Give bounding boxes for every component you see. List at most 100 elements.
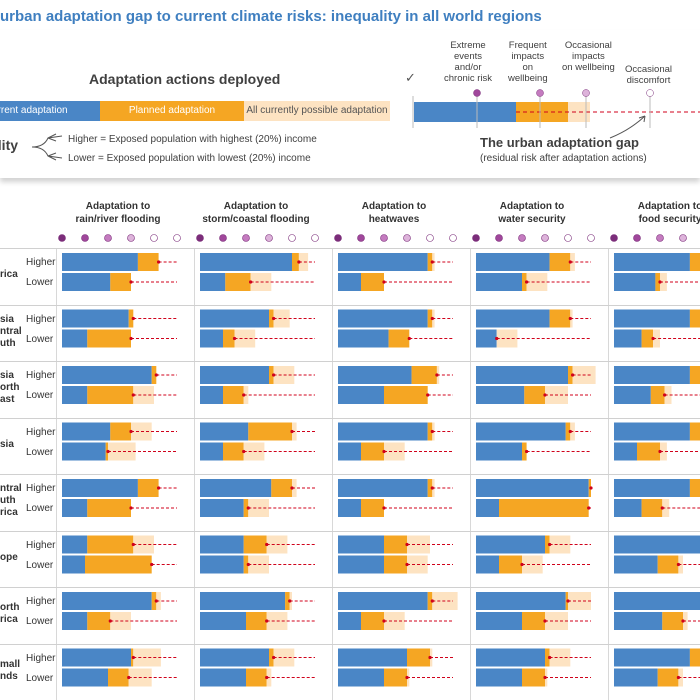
bar-current-adaptation xyxy=(62,592,152,610)
gap-subtitle: (residual risk after adaptation actions) xyxy=(480,153,647,164)
bar-current-adaptation xyxy=(476,366,568,384)
bar-planned-adaptation xyxy=(657,668,679,687)
bar-planned-adaptation xyxy=(689,648,700,667)
column-title-rain-river-flooding: Adaptation to rain/river flooding xyxy=(75,201,161,225)
risk-scale-dot xyxy=(679,234,687,242)
bar-planned-adaptation xyxy=(427,592,433,610)
bar-planned-adaptation xyxy=(384,668,407,687)
gap-pointer-arrowhead xyxy=(638,115,646,123)
bar-planned-adaptation xyxy=(248,422,292,441)
bar-current-adaptation xyxy=(476,422,566,441)
bar-planned-adaptation xyxy=(388,329,410,348)
bar-current-adaptation xyxy=(200,422,249,441)
bar-gap-marker xyxy=(435,373,439,377)
income-row-label-lower: Lower xyxy=(26,559,54,571)
bar-current-adaptation xyxy=(62,329,88,348)
bar-gap-marker xyxy=(566,599,570,603)
bar-current-adaptation xyxy=(200,535,244,554)
legend-example-current xyxy=(414,102,516,122)
risk-scale-dot xyxy=(288,234,296,242)
region-separator xyxy=(0,417,700,419)
bar-current-adaptation xyxy=(614,479,690,497)
bar-gap-marker xyxy=(658,280,662,284)
risk-scale-dot xyxy=(449,234,457,242)
bar-gap-marker xyxy=(157,486,161,490)
bar-possible-adaptation xyxy=(664,386,672,404)
bar-planned-adaptation xyxy=(361,273,384,291)
bar-gap-marker xyxy=(129,336,133,341)
bar-possible-adaptation xyxy=(273,309,290,328)
income-row-label-lower: Lower xyxy=(26,277,54,288)
bar-planned-adaptation xyxy=(384,555,407,574)
bar-current-adaptation xyxy=(476,442,522,461)
bar-gap-marker xyxy=(150,562,154,567)
bar-planned-adaptation xyxy=(87,386,134,404)
bar-current-adaptation xyxy=(200,555,244,574)
bar-current-adaptation xyxy=(614,555,658,574)
bar-gap-marker xyxy=(543,675,547,680)
bar-gap-marker xyxy=(571,373,575,377)
risk-level-dot xyxy=(473,89,481,97)
income-row-label-lower: Lower xyxy=(26,616,54,627)
bar-planned-adaptation xyxy=(137,479,159,497)
bar-planned-adaptation xyxy=(637,442,660,461)
region-separator xyxy=(0,587,700,588)
bar-planned-adaptation xyxy=(85,555,152,574)
bar-planned-adaptation xyxy=(641,329,654,348)
bar-gap-marker xyxy=(589,486,593,490)
bar-planned-adaptation xyxy=(292,253,299,271)
bar-current-adaptation xyxy=(200,499,244,517)
bar-gap-marker xyxy=(495,336,499,341)
bar-current-adaptation xyxy=(200,592,286,610)
bar-planned-adaptation xyxy=(243,535,267,554)
risk-label-occasional-impacts: Occasional impacts on wellbeing xyxy=(562,40,615,73)
bar-current-adaptation xyxy=(614,499,642,517)
bar-gap-marker xyxy=(382,506,386,510)
bar-gap-marker xyxy=(157,260,161,264)
bar-current-adaptation xyxy=(614,329,642,348)
risk-scale-dot xyxy=(541,234,549,242)
risk-scale-dot xyxy=(587,234,595,242)
bar-current-adaptation xyxy=(62,273,111,291)
bar-current-adaptation xyxy=(200,648,269,667)
bar-gap-marker xyxy=(430,316,434,321)
bar-planned-adaptation xyxy=(545,648,550,667)
bar-current-adaptation xyxy=(338,592,428,610)
bar-gap-marker xyxy=(131,316,135,321)
bar-gap-marker xyxy=(131,655,135,660)
bar-gap-marker xyxy=(131,393,135,397)
bar-planned-adaptation xyxy=(565,422,571,441)
bar-current-adaptation xyxy=(614,668,658,687)
column-title-food-security: Adaptation to food security xyxy=(637,201,700,225)
bar-current-adaptation xyxy=(62,479,138,497)
bar-planned-adaptation xyxy=(499,499,589,517)
bar-gap-marker xyxy=(290,429,294,434)
bar-current-adaptation xyxy=(62,499,88,517)
bar-planned-adaptation xyxy=(499,555,522,574)
bar-gap-marker xyxy=(676,675,681,680)
bar-planned-adaptation xyxy=(411,366,437,384)
bar-current-adaptation xyxy=(476,592,566,610)
risk-scale-dot xyxy=(58,234,66,242)
region-label: ope xyxy=(0,551,18,563)
column-title-heatwaves: Adaptation to heatwaves xyxy=(361,201,427,225)
bar-current-adaptation xyxy=(338,386,384,404)
legend-example-planned xyxy=(516,102,568,122)
bar-planned-adaptation xyxy=(524,386,545,404)
bar-current-adaptation xyxy=(614,592,700,610)
bar-current-adaptation xyxy=(476,386,525,404)
region-label: mall nds xyxy=(0,658,21,682)
bar-current-adaptation xyxy=(476,253,550,271)
bar-gap-marker xyxy=(548,655,552,660)
bar-gap-marker xyxy=(660,506,664,510)
bar-current-adaptation xyxy=(200,668,246,687)
bar-gap-marker xyxy=(568,429,572,434)
region-separator xyxy=(0,248,700,249)
income-row-label-higher: Higher xyxy=(26,652,56,664)
bar-gap-marker xyxy=(426,393,430,397)
risk-scale-dot xyxy=(127,234,135,242)
bar-planned-adaptation xyxy=(662,612,683,630)
bar-planned-adaptation xyxy=(384,386,428,404)
gap-pointer-arrow xyxy=(609,115,646,139)
